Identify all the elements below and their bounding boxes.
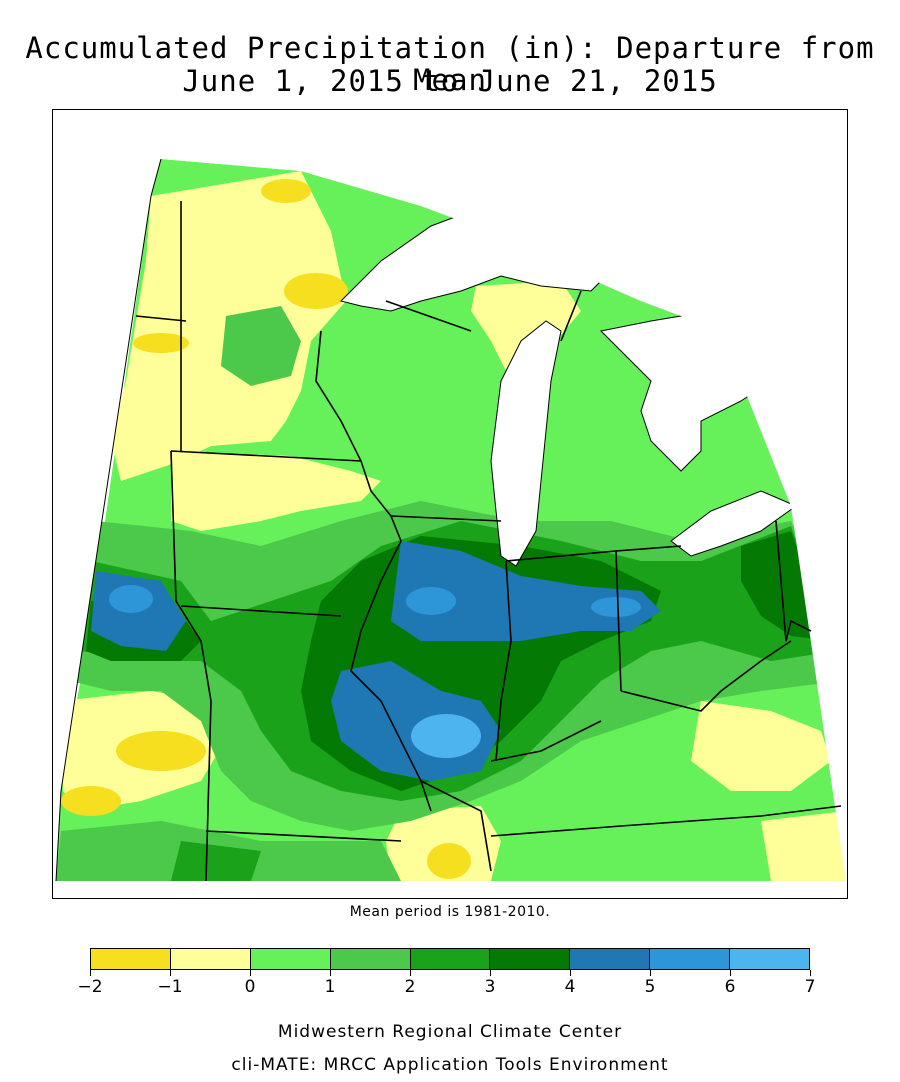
legend-swatch [650, 949, 731, 969]
band-5-6-in [591, 597, 641, 617]
lake-michigan [490, 320, 562, 567]
legend-tick [730, 970, 731, 976]
band-below-minus1-south [427, 843, 471, 879]
legend-swatch [170, 949, 251, 969]
band-minus1-0-ky [691, 701, 831, 791]
legend-tick [570, 970, 571, 976]
legend-tick [810, 970, 811, 976]
legend-swatch [490, 949, 571, 969]
band-below-minus1-mn [284, 273, 348, 309]
legend-swatch [730, 949, 810, 969]
map-title: Accumulated Precipitation (in): Departur… [25, 31, 875, 97]
band-below-minus1-nd [133, 333, 189, 353]
lake-erie [670, 490, 798, 557]
legend-label: 4 [564, 977, 576, 997]
legend-tick [170, 970, 171, 976]
map-date-range: June 1, 2015 to June 21, 2015 [182, 64, 718, 98]
outside-region [53, 110, 847, 898]
band-2-3-south [171, 841, 261, 881]
band-below-minus1-sw2 [61, 786, 121, 816]
band-5-6-il [406, 587, 456, 615]
band-5-6-mo [411, 714, 481, 758]
band-minus1-0-south [386, 806, 501, 881]
legend-tick [410, 970, 411, 976]
legend-tick [490, 970, 491, 976]
legend-label: −1 [157, 977, 183, 997]
legend-tick [330, 970, 331, 976]
legend-label: 3 [484, 977, 496, 997]
band-minus1-0-se [761, 811, 846, 881]
band-1-2-mn [221, 306, 301, 386]
legend-label: 5 [644, 977, 656, 997]
legend-swatch [570, 949, 651, 969]
credit-mrcc: Midwestern Regional Climate Center [277, 1022, 623, 1042]
region-outline [55, 158, 162, 882]
band-minus1-0-mi [471, 281, 581, 371]
color-legend [90, 948, 810, 970]
legend-swatch [250, 949, 331, 969]
band-below-minus1-sw1 [116, 731, 206, 771]
legend-tick [650, 970, 651, 976]
legend-tick [250, 970, 251, 976]
legend-label: 1 [324, 977, 336, 997]
legend-swatch [330, 949, 411, 969]
legend-label: −2 [77, 977, 103, 997]
legend-swatch [410, 949, 491, 969]
band-5-6-west [109, 585, 153, 613]
band-below-minus1-nw [261, 179, 311, 203]
legend-swatch [91, 949, 171, 969]
band-minus1-0-central [171, 451, 381, 531]
map-canvas [53, 110, 847, 898]
mean-period-note: Mean period is 1981-2010. [349, 904, 551, 920]
legend-label: 6 [724, 977, 736, 997]
legend-label: 2 [404, 977, 416, 997]
legend-tick [90, 970, 91, 976]
precipitation-map [52, 109, 848, 899]
legend-label: 7 [804, 977, 816, 997]
legend-label: 0 [244, 977, 256, 997]
band-4-5 [91, 541, 661, 781]
credit-climate-tool: cli-MATE: MRCC Application Tools Environ… [231, 1055, 669, 1075]
state-borders [135, 201, 842, 882]
